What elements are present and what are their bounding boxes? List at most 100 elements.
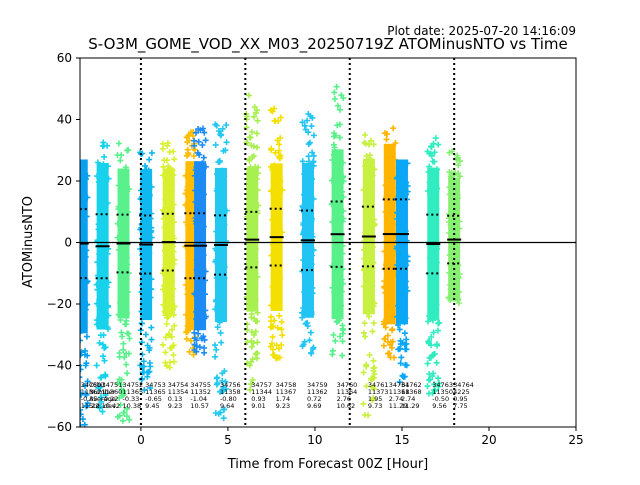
y-tick-label: 60 bbox=[57, 51, 72, 65]
orbit-stat-n-label: 11350 bbox=[432, 388, 453, 396]
orbit-series-34758 bbox=[267, 105, 286, 362]
orbit-stat-mean-label: 1.74 bbox=[276, 395, 290, 403]
orbit-points bbox=[380, 125, 399, 361]
data-marks bbox=[80, 83, 463, 427]
orbit-stat-mean-label: 1.95 bbox=[368, 395, 382, 403]
orbit-stat-label: 34761 bbox=[389, 381, 410, 389]
x-tick-label: 0 bbox=[137, 433, 145, 447]
x-tick-label: 5 bbox=[224, 433, 232, 447]
orbit-points bbox=[328, 83, 347, 359]
x-tick-label: 10 bbox=[307, 433, 322, 447]
orbit-stat-std-label: 9.01 bbox=[251, 402, 265, 410]
orbit-stat-std-label: 10.38 bbox=[123, 402, 142, 410]
orbit-stat-n-label: 11352 bbox=[190, 388, 211, 396]
y-tick-label: 20 bbox=[57, 174, 72, 188]
y-tick-label: −40 bbox=[47, 359, 72, 373]
orbit-series-34756 bbox=[212, 121, 230, 422]
orbit-points bbox=[191, 125, 209, 356]
orbit-stat-mean-label: 2.74 bbox=[401, 395, 415, 403]
orbit-stat-n-label: 11362 bbox=[307, 388, 328, 396]
x-tick-label: 15 bbox=[394, 433, 409, 447]
orbit-stat-mean-label: -0.22 bbox=[102, 395, 119, 403]
orbit-stat-label: 34761 bbox=[368, 381, 389, 389]
orbit-series-34753 bbox=[137, 149, 155, 394]
orbit-series-34750 bbox=[80, 159, 91, 427]
orbit-stat-n-label: 11358 bbox=[220, 388, 241, 396]
orbit-series-34762 bbox=[393, 159, 411, 385]
orbit-stat-std-label: 10.42 bbox=[102, 402, 121, 410]
orbit-stat-n-label: 11373 bbox=[368, 388, 389, 396]
orbit-stat-mean-label: 2.74 bbox=[389, 395, 403, 403]
orbit-stat-mean-label: -0.33 bbox=[123, 395, 140, 403]
orbit-stat-std-label: 11.22 bbox=[81, 402, 100, 410]
y-axis-label: ATOMinusNTO bbox=[21, 196, 36, 288]
x-axis-ticks: 0 5 10 15 20 25 bbox=[137, 427, 584, 447]
orbit-stat-label: 34756 bbox=[220, 381, 241, 389]
orbit-stat-n-label: 11344 bbox=[251, 388, 272, 396]
orbit-points bbox=[243, 92, 262, 393]
orbit-stat-std-label: 10.57 bbox=[190, 402, 209, 410]
y-tick-label: 0 bbox=[64, 236, 72, 250]
stat-row-label: Number bbox=[89, 388, 115, 396]
orbit-stat-label: 34755 bbox=[190, 381, 211, 389]
orbit-points bbox=[93, 139, 112, 415]
orbit-stat-std-label: 9.73 bbox=[368, 402, 382, 410]
y-axis-ticks: −60 −40 −20 0 20 40 60 bbox=[47, 51, 80, 434]
y-tick-label: −20 bbox=[47, 297, 72, 311]
orbit-stat-n-label: 11368 bbox=[401, 388, 422, 396]
orbit-stat-std-label: 9.56 bbox=[432, 402, 446, 410]
stat-row-label: Average bbox=[89, 395, 116, 403]
orbit-stat-n-label: 11364 bbox=[337, 388, 358, 396]
orbit-series-34763 bbox=[424, 135, 443, 397]
orbit-series-34751 bbox=[93, 139, 112, 415]
orbit-points bbox=[267, 105, 286, 362]
orbit-stat-std-label: 7.75 bbox=[453, 402, 467, 410]
orbit-stat-mean-label: -1.04 bbox=[190, 395, 207, 403]
orbit-stat-std-label: 10.62 bbox=[337, 402, 356, 410]
orbit-stat-mean-label: -0.35 bbox=[81, 395, 98, 403]
orbit-stat-std-label: 11.29 bbox=[389, 402, 408, 410]
orbit-series-34760 bbox=[328, 83, 347, 359]
orbit-series-34761 bbox=[360, 132, 378, 419]
orbit-stat-mean-label: -0.80 bbox=[220, 395, 237, 403]
orbit-stat-mean-label: 0.93 bbox=[251, 395, 265, 403]
orbit-stat-label: 34759 bbox=[307, 381, 328, 389]
orbit-points bbox=[159, 140, 178, 371]
orbit-stat-label: 34752 bbox=[123, 381, 144, 389]
orbit-stat-std-label: 9.45 bbox=[145, 402, 159, 410]
orbit-stat-label: 34754 bbox=[168, 381, 189, 389]
orbit-stat-mean-label: 2.76 bbox=[337, 395, 351, 403]
orbit-points bbox=[80, 168, 91, 427]
orbit-stat-label: 34757 bbox=[251, 381, 272, 389]
orbit-stat-label: 34758 bbox=[276, 381, 297, 389]
orbit-stat-label: 34753 bbox=[145, 381, 166, 389]
orbit-series-34764 bbox=[445, 148, 463, 306]
orbit-series-34761 bbox=[380, 125, 399, 361]
orbit-stat-n-label: 11365 bbox=[123, 388, 144, 396]
orbit-stat-n-label: 11362 bbox=[81, 388, 102, 396]
orbit-points bbox=[299, 111, 317, 357]
orbit-stat-label: 34762 bbox=[401, 381, 422, 389]
y-tick-label: 40 bbox=[57, 113, 72, 127]
orbit-stat-std-label: 9.69 bbox=[307, 402, 321, 410]
orbit-points bbox=[393, 160, 411, 385]
orbit-stat-std-label: 9.23 bbox=[276, 402, 290, 410]
orbit-stat-mean-label: 0.13 bbox=[168, 395, 182, 403]
orbit-stat-std-label: 9.64 bbox=[220, 402, 234, 410]
